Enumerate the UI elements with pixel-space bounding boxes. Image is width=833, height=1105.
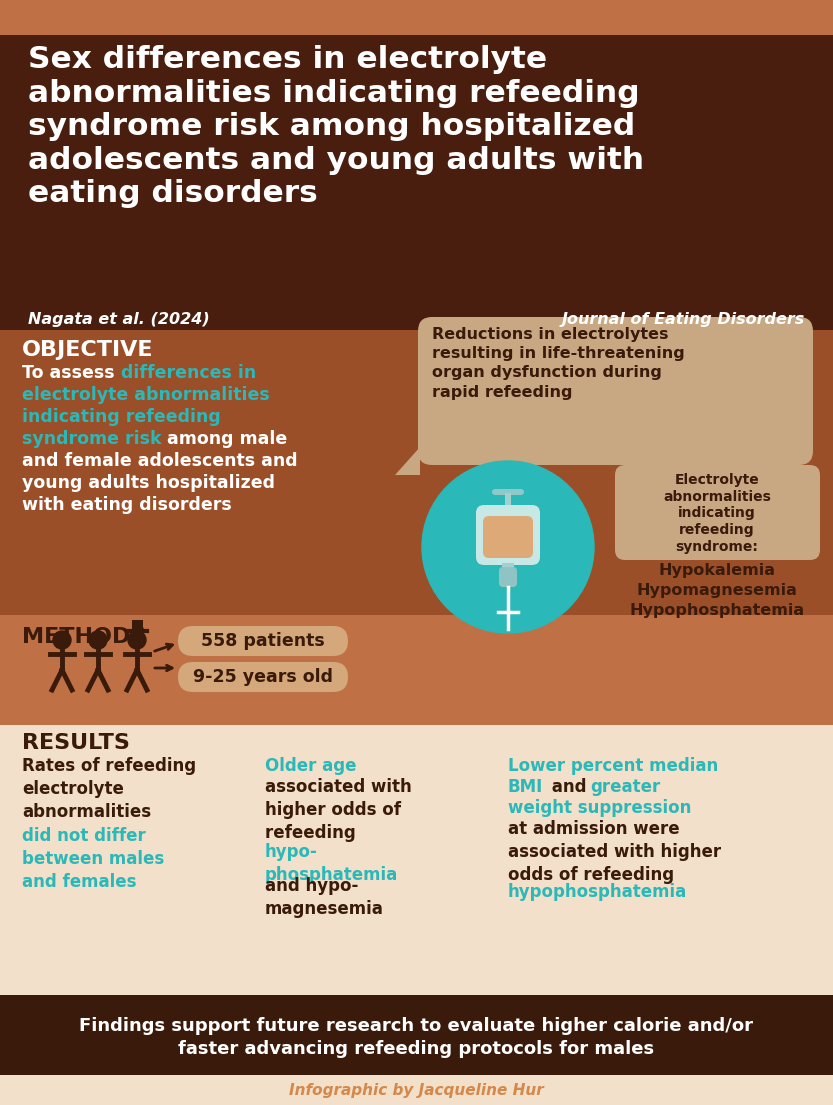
Circle shape [422, 461, 594, 633]
FancyBboxPatch shape [178, 627, 348, 656]
Circle shape [89, 631, 107, 649]
Text: 558 patients: 558 patients [201, 632, 325, 650]
Circle shape [128, 631, 146, 649]
Text: syndrome risk: syndrome risk [22, 430, 162, 448]
Bar [0, 35, 833, 330]
Text: differences in: differences in [121, 364, 256, 382]
Text: OBJECTIVE: OBJECTIVE [22, 340, 153, 360]
Text: hypophosphatemia: hypophosphatemia [508, 883, 687, 901]
Polygon shape [395, 448, 420, 475]
Text: Electrolyte
abnormalities
indicating
refeeding
syndrome:: Electrolyte abnormalities indicating ref… [663, 473, 771, 554]
Bar [0, 994, 833, 1080]
Text: indicating refeeding: indicating refeeding [22, 408, 221, 427]
Circle shape [53, 631, 71, 649]
Text: greater: greater [590, 778, 661, 796]
FancyBboxPatch shape [492, 490, 524, 495]
Bar [505, 493, 511, 507]
Bar [0, 615, 833, 725]
Text: young adults hospitalized: young adults hospitalized [22, 474, 275, 492]
Text: and female adolescents and: and female adolescents and [22, 452, 297, 470]
Text: and hypo-
magnesemia: and hypo- magnesemia [265, 877, 384, 918]
FancyBboxPatch shape [178, 662, 348, 692]
Text: RESULTS: RESULTS [22, 733, 130, 753]
FancyBboxPatch shape [483, 516, 533, 558]
Text: electrolyte abnormalities: electrolyte abnormalities [22, 386, 270, 404]
Text: Lower percent median: Lower percent median [508, 757, 718, 775]
Text: associated with
higher odds of
refeeding: associated with higher odds of refeeding [265, 778, 412, 842]
Text: Infographic by Jacqueline Hur: Infographic by Jacqueline Hur [289, 1083, 544, 1098]
Text: 9-25 years old: 9-25 years old [193, 669, 333, 686]
Text: weight suppression: weight suppression [508, 799, 691, 817]
Text: Sex differences in electrolyte
abnormalities indicating refeeding
syndrome risk : Sex differences in electrolyte abnormali… [28, 45, 644, 209]
Bar [132, 620, 143, 631]
Text: To assess: To assess [22, 364, 121, 382]
Text: Findings support future research to evaluate higher calorie and/or
faster advanc: Findings support future research to eval… [79, 1017, 754, 1057]
Text: Hypomagnesemia: Hypomagnesemia [636, 583, 797, 598]
Text: did not differ
between males
and females: did not differ between males and females [22, 827, 164, 891]
Bar [502, 564, 514, 569]
Text: BMI: BMI [508, 778, 543, 796]
Text: Journal of Eating Disorders: Journal of Eating Disorders [561, 312, 805, 327]
Text: Rates of refeeding
electrolyte
abnormalities: Rates of refeeding electrolyte abnormali… [22, 757, 196, 821]
Text: and: and [546, 778, 592, 796]
Text: Hypophosphatemia: Hypophosphatemia [630, 603, 805, 618]
FancyBboxPatch shape [418, 317, 813, 465]
Text: Reductions in electrolytes
resulting in life-threatening
organ dysfunction durin: Reductions in electrolytes resulting in … [432, 327, 685, 400]
FancyBboxPatch shape [476, 505, 540, 565]
FancyBboxPatch shape [499, 567, 517, 587]
Text: METHODS: METHODS [22, 627, 147, 648]
Text: Older age: Older age [265, 757, 357, 775]
Bar [0, 0, 833, 35]
Text: Nagata et al. (2024): Nagata et al. (2024) [28, 312, 210, 327]
FancyBboxPatch shape [615, 465, 820, 560]
Text: Hypokalemia: Hypokalemia [659, 564, 776, 578]
Text: among male: among male [162, 430, 287, 448]
Bar [0, 725, 833, 1020]
Bar [0, 1075, 833, 1105]
Text: at admission were
associated with higher
odds of refeeding: at admission were associated with higher… [508, 820, 721, 884]
Text: with eating disorders: with eating disorders [22, 496, 232, 514]
Text: hypo-
phosphatemia: hypo- phosphatemia [265, 843, 398, 884]
Bar [0, 330, 833, 615]
